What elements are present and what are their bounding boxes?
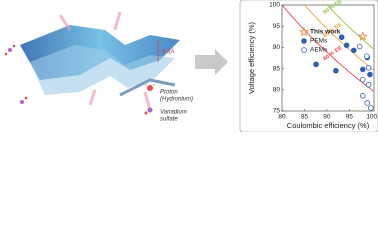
y-tick-label: 95 — [273, 23, 281, 30]
data-point — [365, 81, 372, 88]
gap-label: 6.3Å — [162, 49, 174, 56]
proton-label: Proton — [160, 90, 178, 96]
data-point — [364, 53, 370, 60]
x-tick-label: 90 — [323, 114, 331, 121]
legend-symbol — [299, 26, 309, 37]
y-tick-label: 80 — [273, 87, 281, 94]
data-point — [333, 67, 339, 74]
legend-label: PEMs — [310, 38, 328, 45]
data-point — [351, 47, 357, 54]
data-point — [365, 64, 372, 71]
data-point — [356, 43, 363, 50]
data-point — [357, 31, 368, 41]
proton-label: (Hydronium) — [160, 97, 193, 103]
ee-line — [282, 5, 374, 92]
legend-label: AEMs — [310, 47, 328, 54]
data-point — [313, 61, 319, 68]
illustration: 6.3Å Proton (Hydronium) Vanadium sulfate — [4, 11, 228, 123]
ee-line — [326, 5, 374, 50]
vanadium-label: sulfate — [160, 117, 178, 123]
data-point — [368, 105, 374, 111]
data-point — [367, 71, 373, 78]
y-tick-label: 90 — [273, 44, 281, 51]
y-axis-label: Voltage efficiency (%) — [247, 22, 256, 94]
ee-line — [303, 5, 374, 71]
legend-symbol — [301, 47, 307, 53]
data-point — [359, 66, 366, 73]
ee-label: 90 % EE — [322, 0, 343, 16]
y-tick-label: 85 — [273, 65, 281, 72]
x-tick-label: 95 — [346, 114, 354, 121]
data-point — [359, 92, 366, 99]
legend-label: This work — [310, 29, 341, 36]
x-axis-label: Coulombic efficiency (%) — [287, 121, 370, 130]
x-tick-label: 100 — [366, 114, 377, 121]
y-tick-label: 75 — [273, 108, 281, 115]
y-tick-label: 100 — [269, 2, 280, 9]
data-point — [343, 42, 350, 49]
data-point — [338, 34, 345, 41]
x-tick-label: 80 — [278, 114, 286, 121]
graphical-abstract: 6.3Å Proton (Hydronium) Vanadium sulfate… — [4, 0, 378, 133]
data-point — [359, 76, 366, 83]
chart-frame — [239, 0, 378, 133]
x-tick-label: 85 — [301, 114, 309, 121]
vanadium-label: Vanadium — [160, 110, 187, 116]
legend-symbol — [301, 38, 307, 44]
data-point — [364, 100, 371, 106]
plot-area — [281, 4, 375, 112]
